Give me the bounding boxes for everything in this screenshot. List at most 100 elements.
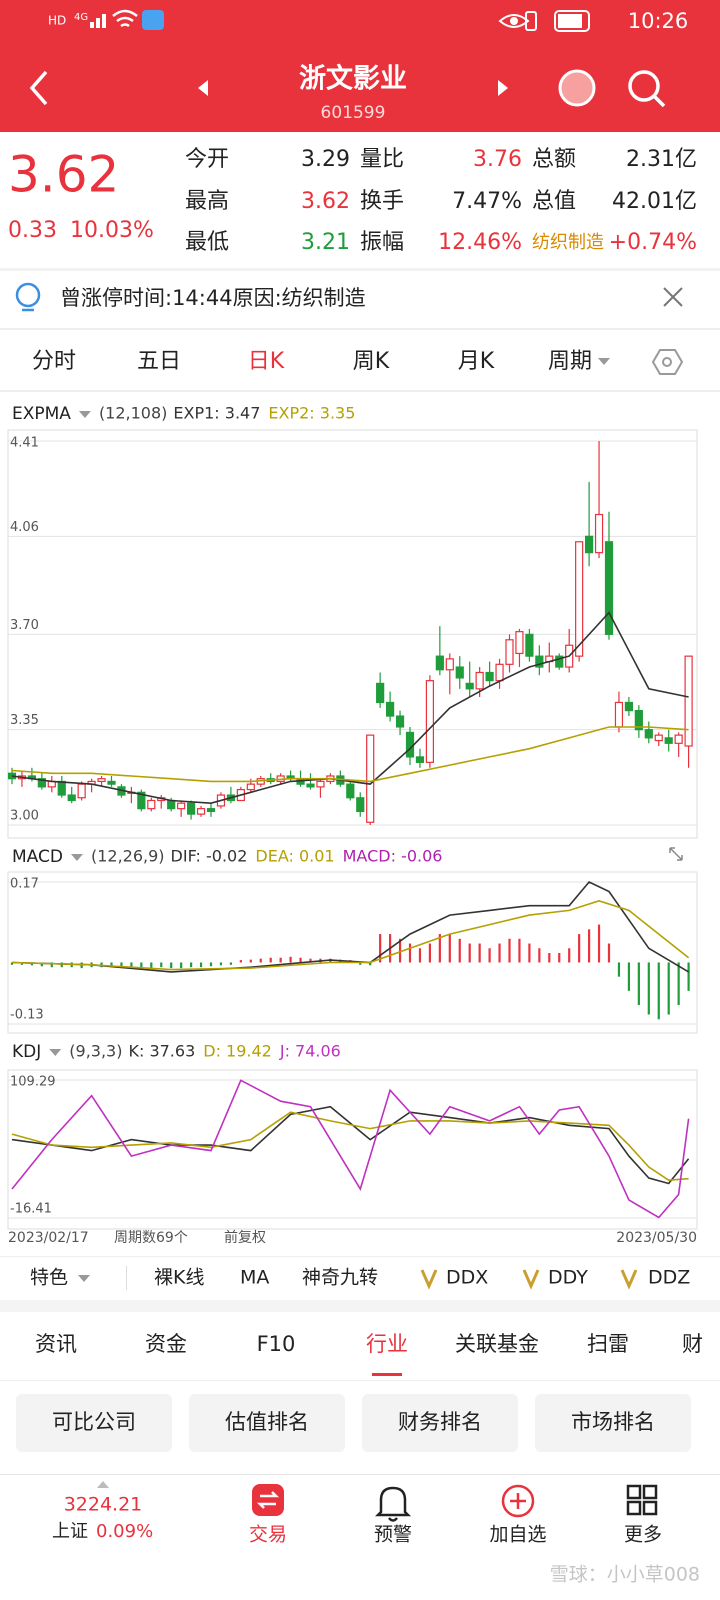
tab[interactable]: 分时: [32, 349, 76, 374]
trade-icon[interactable]: [252, 1484, 284, 1516]
add-icon[interactable]: [501, 1484, 535, 1518]
candle-body: [415, 756, 425, 763]
indicator-line: [11, 1105, 690, 1185]
section-tab[interactable]: F10: [257, 1332, 296, 1356]
candle-body: [455, 666, 464, 679]
tool[interactable]: MA: [240, 1267, 269, 1289]
expand-button[interactable]: [669, 847, 683, 861]
section-tab[interactable]: 资金: [145, 1332, 187, 1356]
stat-value: 3.29: [301, 147, 350, 172]
tool[interactable]: 裸K线: [154, 1267, 204, 1289]
clock: 10:26: [628, 9, 689, 33]
button[interactable]: 市场排名: [571, 1410, 655, 1434]
legend-item: EXP1: 3.47: [173, 404, 260, 423]
section-tab-active[interactable]: 行业: [366, 1332, 408, 1356]
candle-body: [386, 701, 395, 717]
y-tick-label: 3.70: [10, 618, 39, 633]
more-icon[interactable]: [626, 1484, 658, 1516]
next-stock[interactable]: [498, 80, 508, 96]
dropdown-icon: [78, 1275, 90, 1282]
stat-value: 3.62: [301, 189, 350, 214]
candle-body: [395, 715, 405, 728]
indicator-line: [11, 900, 690, 971]
vibrate-icon: [525, 11, 537, 31]
legend-item: KDJ: [12, 1042, 41, 1062]
nav-item[interactable]: 更多: [624, 1524, 662, 1546]
button-bg[interactable]: [189, 1394, 345, 1452]
tab[interactable]: 周K: [353, 349, 390, 374]
stat-label: 换手: [360, 189, 404, 214]
legend-item: EXP2: 3.35: [268, 404, 355, 423]
y-tick-label: 3.00: [10, 809, 39, 824]
legend-item: (12,108): [99, 404, 167, 423]
expand-index[interactable]: [97, 1481, 109, 1488]
search-button[interactable]: [628, 70, 660, 102]
tool[interactable]: DDX: [446, 1267, 488, 1289]
mascot-icon[interactable]: [558, 69, 596, 107]
alert-icon[interactable]: [374, 1486, 412, 1522]
button[interactable]: 可比公司: [52, 1410, 136, 1434]
candle-body: [604, 541, 614, 635]
tab[interactable]: 月K: [458, 349, 495, 374]
candle-body: [405, 731, 415, 758]
back-button[interactable]: [29, 70, 48, 106]
button-bg[interactable]: [16, 1394, 172, 1452]
candle-body: [306, 783, 315, 788]
candle-body: [594, 513, 604, 554]
candle-body: [67, 794, 76, 802]
section-tab[interactable]: 资讯: [35, 1332, 77, 1356]
tab-active[interactable]: 日K: [248, 349, 285, 374]
period-tabs: 分时 五日 日K 周K 月K 周期: [32, 349, 592, 374]
section-tab[interactable]: 扫雷: [587, 1332, 629, 1356]
watermark: 雪球：小小草008: [550, 1564, 700, 1586]
tool[interactable]: 特色: [30, 1267, 68, 1289]
stat-value: 42.01亿: [612, 189, 697, 214]
candle-body: [107, 780, 116, 785]
battery-level: [558, 14, 582, 28]
legend-item: D: 19.42: [203, 1042, 272, 1061]
button-bg[interactable]: [535, 1394, 691, 1452]
section-tab[interactable]: 关联基金: [455, 1332, 539, 1356]
section-tab[interactable]: 财: [682, 1332, 703, 1356]
candle-body: [664, 737, 673, 744]
tool[interactable]: 神奇九转: [302, 1267, 378, 1289]
rank-buttons: 可比公司 估值排名 财务排名 市场排名: [16, 1394, 691, 1452]
stat-label: 最低: [185, 230, 229, 255]
vip-icons: [420, 1269, 638, 1290]
tool[interactable]: DDZ: [648, 1267, 690, 1289]
indicator-toolbar: 特色 裸K线 MA 神奇九转 DDX DDY DDZ: [30, 1267, 690, 1289]
tool[interactable]: DDY: [548, 1267, 588, 1289]
tab[interactable]: 周期: [548, 349, 592, 374]
stat-value: 7.47%: [452, 189, 522, 214]
stat-value: 3.76: [473, 147, 522, 172]
candle-body: [535, 655, 544, 668]
button[interactable]: 财务排名: [398, 1410, 482, 1434]
nav-labels: 交易 预警 加自选 更多: [249, 1524, 662, 1546]
settings-button[interactable]: [651, 349, 684, 375]
candle-body: [97, 778, 106, 783]
nav-border: [0, 1474, 720, 1475]
sector-name[interactable]: 纺织制造: [532, 232, 604, 253]
y-tick-label: 4.06: [10, 520, 39, 535]
close-notice[interactable]: [663, 287, 683, 307]
legend-item: MACD: -0.06: [343, 847, 443, 866]
button[interactable]: 估值排名: [225, 1410, 309, 1434]
candle-body: [196, 808, 206, 815]
prev-stock[interactable]: [198, 80, 208, 96]
stat-value: 12.46%: [438, 230, 522, 255]
nav-item[interactable]: 交易: [249, 1524, 287, 1546]
nav-item[interactable]: 加自选: [489, 1524, 546, 1546]
divider: [0, 268, 720, 271]
divider: [0, 1256, 720, 1257]
candle-body: [376, 682, 385, 704]
gap: [0, 1300, 720, 1312]
separator: [126, 1266, 127, 1290]
y-tick-label: -0.13: [10, 1008, 44, 1023]
tab[interactable]: 五日: [137, 349, 181, 374]
dropdown-icon: [70, 854, 83, 861]
nav-item[interactable]: 预警: [374, 1524, 412, 1546]
button-bg[interactable]: [362, 1394, 518, 1452]
stat-label: 总值: [532, 189, 576, 214]
bulb-icon: [15, 282, 41, 308]
